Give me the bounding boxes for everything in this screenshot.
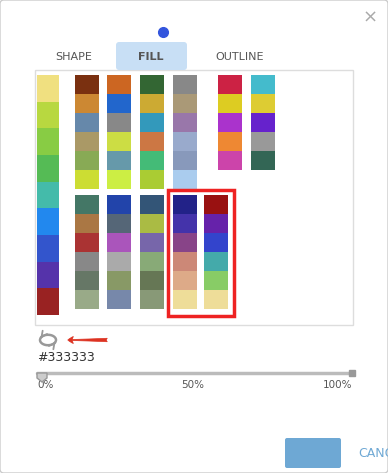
Bar — [37, 235, 59, 262]
Bar — [173, 113, 197, 132]
Text: CANCEL: CANCEL — [358, 447, 388, 459]
Bar — [75, 195, 99, 214]
FancyBboxPatch shape — [285, 438, 341, 468]
Bar — [107, 214, 131, 233]
Bar — [173, 271, 197, 290]
Bar — [75, 214, 99, 233]
Bar — [107, 75, 131, 94]
Bar — [173, 195, 197, 214]
Bar — [140, 132, 164, 151]
Bar — [173, 252, 197, 271]
Bar — [107, 271, 131, 290]
Bar — [140, 151, 164, 170]
Bar — [37, 182, 59, 208]
FancyBboxPatch shape — [116, 42, 187, 70]
Text: #333333: #333333 — [37, 350, 95, 363]
Bar — [204, 271, 228, 290]
Bar — [218, 94, 242, 113]
Bar — [218, 113, 242, 132]
Bar — [140, 113, 164, 132]
Bar — [37, 208, 59, 235]
Bar — [75, 113, 99, 132]
Bar — [251, 113, 275, 132]
Bar — [37, 289, 59, 315]
Text: 50%: 50% — [182, 380, 204, 390]
Bar — [107, 252, 131, 271]
Polygon shape — [37, 373, 47, 382]
Bar — [37, 102, 59, 128]
Bar — [107, 113, 131, 132]
Text: OUTLINE: OUTLINE — [216, 52, 264, 62]
Bar — [218, 75, 242, 94]
Bar — [173, 290, 197, 309]
Bar — [251, 75, 275, 94]
Bar — [251, 132, 275, 151]
Bar — [75, 132, 99, 151]
Bar — [140, 290, 164, 309]
Bar — [37, 155, 59, 182]
Bar — [173, 94, 197, 113]
Bar — [251, 94, 275, 113]
Bar — [75, 252, 99, 271]
Bar — [107, 290, 131, 309]
Bar — [140, 252, 164, 271]
Bar — [173, 132, 197, 151]
Bar — [204, 290, 228, 309]
Bar — [218, 151, 242, 170]
Bar — [140, 170, 164, 189]
Bar — [75, 151, 99, 170]
Text: 100%: 100% — [322, 380, 352, 390]
Text: FILL: FILL — [138, 52, 164, 62]
Bar — [173, 151, 197, 170]
Bar — [173, 170, 197, 189]
Bar — [218, 132, 242, 151]
Bar — [75, 271, 99, 290]
Bar — [140, 75, 164, 94]
Bar — [173, 75, 197, 94]
Text: ×: × — [362, 9, 378, 27]
Bar — [251, 151, 275, 170]
Bar — [37, 262, 59, 289]
Bar — [37, 75, 59, 102]
Bar — [37, 128, 59, 155]
Bar — [107, 233, 131, 252]
Bar — [107, 170, 131, 189]
Bar — [204, 195, 228, 214]
Text: 0%: 0% — [37, 380, 54, 390]
Bar — [107, 132, 131, 151]
Bar — [168, 190, 234, 316]
Bar — [204, 233, 228, 252]
Text: SHAPE: SHAPE — [55, 52, 92, 62]
Bar — [140, 271, 164, 290]
Bar — [173, 233, 197, 252]
Bar — [75, 170, 99, 189]
Bar — [75, 290, 99, 309]
Bar — [107, 195, 131, 214]
Bar — [140, 195, 164, 214]
Text: OK: OK — [302, 447, 324, 459]
Bar — [140, 94, 164, 113]
Bar — [75, 75, 99, 94]
Bar — [140, 214, 164, 233]
Bar — [107, 151, 131, 170]
Bar — [173, 214, 197, 233]
Bar — [35, 70, 353, 325]
Bar — [204, 214, 228, 233]
Bar — [75, 233, 99, 252]
Bar — [75, 94, 99, 113]
Bar — [204, 252, 228, 271]
Bar — [107, 94, 131, 113]
Bar — [140, 233, 164, 252]
